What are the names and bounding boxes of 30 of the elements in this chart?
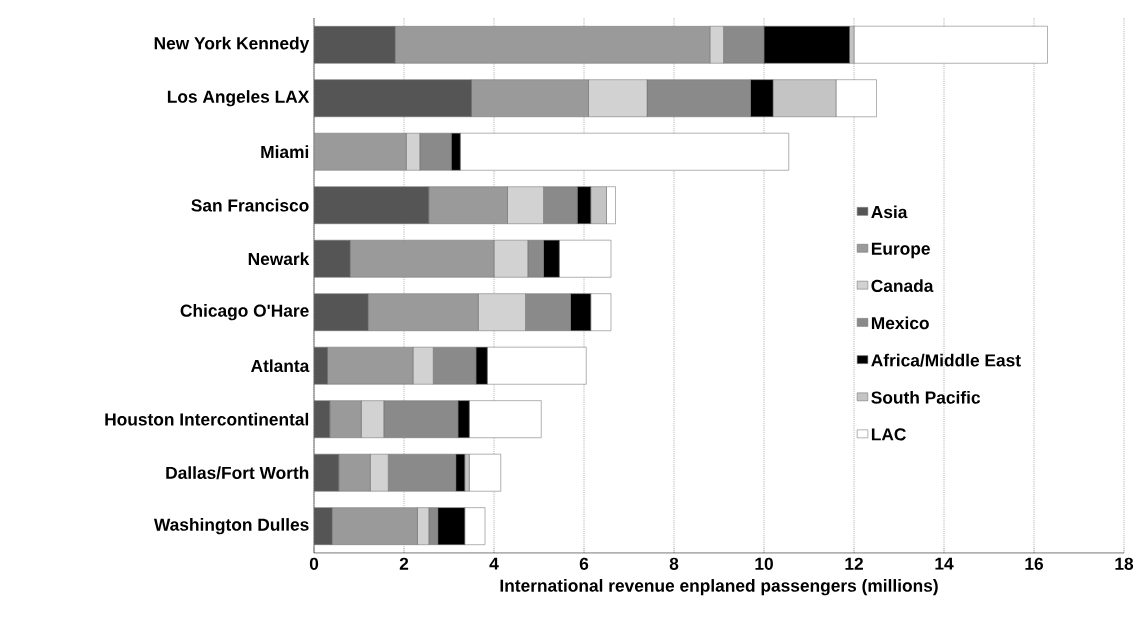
x-tick-label: 14	[935, 557, 954, 570]
x-tick-label: 4	[489, 557, 499, 570]
x-tick-label: 6	[579, 557, 589, 570]
x-tick-label: 8	[669, 557, 679, 570]
bar	[853, 25, 1048, 64]
y-tick-label: New York Kennedy	[154, 36, 310, 53]
y-tick-label: Miami	[261, 145, 309, 159]
legend-label: South Pacific	[871, 390, 981, 404]
x-tick-label: 16	[1025, 557, 1044, 570]
legend-label: Mexico	[871, 316, 929, 330]
legend-label: Africa/Middle East	[871, 353, 1021, 367]
x-tick-label: 0	[309, 557, 319, 570]
legend-label: Canada	[871, 279, 934, 293]
y-tick-label: Los Angeles LAX	[167, 90, 310, 107]
y-tick-label: Atlanta	[250, 359, 310, 373]
y-tick-label: Chicago O'Hare	[180, 304, 309, 321]
legend-label: Europe	[871, 242, 930, 259]
y-tick-label: Newark	[248, 252, 310, 266]
y-tick-label: Houston Intercontinental	[105, 412, 309, 426]
y-tick-label: Washington Dulles	[153, 518, 309, 535]
legend-label: LAC	[871, 428, 906, 441]
x-axis-title: International revenue enplaned passengers (millions)	[500, 579, 938, 596]
y-tick-label: Dallas/Fort Worth	[166, 466, 309, 480]
x-tick-label: 2	[399, 557, 409, 570]
x-tick-label: 12	[845, 557, 863, 570]
x-tick-label: 10	[755, 557, 773, 570]
legend-label: Asia	[871, 205, 908, 219]
y-tick-label: San Francisco	[191, 198, 309, 212]
bar	[468, 453, 502, 492]
x-tick-label: 18	[1115, 557, 1134, 570]
